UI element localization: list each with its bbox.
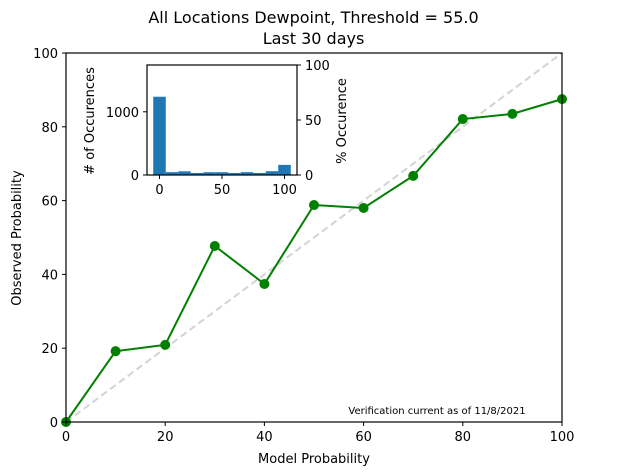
data-point-marker [507, 108, 518, 119]
histogram-bar [265, 171, 279, 175]
chart-title: All Locations Dewpoint, Threshold = 55.0 [148, 8, 479, 27]
inset-right-tick-label: 0 [305, 169, 313, 184]
y-tick-label: 100 [33, 47, 58, 62]
y-tick-label: 20 [41, 342, 58, 357]
x-tick-label: 20 [157, 430, 174, 445]
inset-background [147, 65, 297, 175]
histogram-bar [278, 164, 291, 175]
inset-x-tick-label: 100 [272, 183, 297, 198]
histogram-bar [203, 172, 216, 175]
y-tick-label: 0 [50, 416, 58, 431]
histogram-bar [240, 172, 254, 175]
chart-subtitle: Last 30 days [262, 29, 365, 48]
y-tick-label: 80 [41, 121, 58, 136]
histogram-bar [228, 172, 241, 175]
data-point-marker [358, 202, 369, 213]
y-tick-label: 60 [41, 195, 58, 210]
x-axis-label: Model Probability [258, 452, 370, 467]
inset-y-tick-label: 1000 [106, 106, 139, 121]
x-tick-label: 60 [355, 430, 372, 445]
main-plot-frame [65, 52, 563, 423]
inset-y-tick-label: 0 [131, 169, 139, 184]
histogram-bar [153, 96, 166, 175]
inset-x-tick-label: 50 [214, 183, 231, 198]
x-tick-label: 40 [256, 430, 273, 445]
x-tick-label: 80 [455, 430, 472, 445]
histogram-bar [178, 171, 191, 175]
inset-right-tick-label: 100 [305, 59, 330, 74]
verification-note: Verification current as of 11/8/2021 [348, 406, 525, 417]
histogram-bar [165, 172, 179, 175]
histogram-bar [253, 172, 266, 175]
data-point-marker [259, 278, 270, 289]
data-point-marker [160, 339, 171, 350]
data-point-marker [110, 346, 121, 357]
inset-right-tick-label: 50 [305, 114, 322, 129]
data-point-marker [408, 170, 419, 181]
x-tick-label: 0 [62, 430, 70, 445]
inset-right-axis-label: % Occurence [335, 78, 350, 164]
inset-y-axis-label: # of Occurences [83, 67, 98, 175]
inset-x-tick-label: 0 [155, 183, 163, 198]
data-point-marker [457, 114, 468, 125]
y-axis-label: Observed Probability [10, 170, 25, 306]
data-point-marker [309, 200, 319, 211]
histogram-bar [215, 172, 229, 175]
perfect-reliability-line [65, 52, 563, 423]
data-point-marker [209, 240, 220, 251]
observed-line [65, 98, 563, 423]
y-tick-label: 40 [41, 268, 58, 283]
histogram-bar [190, 172, 204, 175]
x-tick-label: 100 [550, 430, 575, 445]
